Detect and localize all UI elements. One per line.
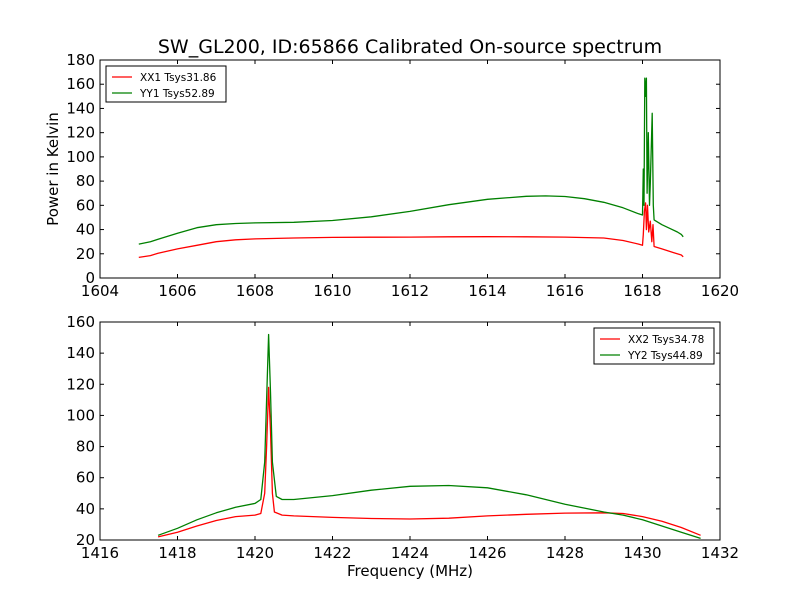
y-tick-label: 40	[76, 221, 95, 239]
y-tick-label: 80	[76, 438, 95, 456]
y-tick-label: 100	[66, 406, 95, 424]
series-line-1	[138, 202, 684, 259]
y-tick-label: 160	[66, 313, 95, 331]
legend-box	[105, 65, 227, 103]
legend-label: YY2 Tsys44.89	[627, 350, 703, 362]
x-tick-label: 1424	[391, 544, 429, 562]
x-tick-label: 1620	[701, 282, 739, 300]
y-tick-label: 140	[66, 344, 95, 362]
legend-label: XX1 Tsys31.86	[140, 72, 217, 84]
legend-label: YY1 Tsys52.89	[139, 88, 215, 100]
x-tick-label: 1608	[236, 282, 274, 300]
y-tick-label: 160	[66, 75, 95, 93]
x-tick-label: 1420	[236, 544, 274, 562]
series-group	[138, 77, 684, 259]
y-tick-label: 20	[76, 245, 95, 263]
x-tick-label: 1606	[158, 282, 196, 300]
legend: XX2 Tsys34.78 YY2 Tsys44.89	[593, 327, 715, 365]
y-tick-label: 140	[66, 99, 95, 117]
y-tick-label: 60	[76, 469, 95, 487]
legend-box	[593, 327, 715, 365]
x-tick-label: 1610	[313, 282, 351, 300]
x-tick-label: 1614	[468, 282, 506, 300]
top-spectrum-panel: 1604 1606 1608 1610 1612 1614 1616 1618 1620 0 20 4…	[44, 51, 739, 300]
y-tick-label: 120	[66, 124, 95, 142]
x-tick-label: 1612	[391, 282, 429, 300]
y-tick-label: 80	[76, 172, 95, 190]
x-tick-label: 1422	[313, 544, 351, 562]
y-tick-label: 180	[66, 51, 95, 69]
x-tick-label: 1618	[623, 282, 661, 300]
x-tick-label: 1416	[81, 544, 119, 562]
y-tick-label: 40	[76, 500, 95, 518]
y-tick-label: 120	[66, 375, 95, 393]
x-tick-label: 1426	[468, 544, 506, 562]
legend: XX1 Tsys31.86 YY1 Tsys52.89	[105, 65, 227, 103]
x-tick-label: 1430	[623, 544, 661, 562]
y-tick-label: 0	[85, 269, 95, 287]
series-line-2	[138, 77, 684, 245]
x-tick-label: 1604	[81, 282, 119, 300]
x-tick-label: 1428	[546, 544, 584, 562]
x-tick-label: 1432	[701, 544, 739, 562]
legend-label: XX2 Tsys34.78	[628, 334, 704, 346]
bottom-spectrum-panel: 1416 1418 1420 1422 1424 1426 1428 1430 1432 20 40…	[66, 313, 739, 580]
x-tick-label: 1616	[546, 282, 584, 300]
x-tick-label: 1418	[158, 544, 196, 562]
y-tick-label: 100	[66, 148, 95, 166]
series-line-2	[157, 333, 701, 540]
y-tick-label: 20	[76, 531, 95, 549]
x-axis-label: Frequency (MHz)	[347, 562, 473, 580]
series-group	[157, 333, 701, 540]
figure-title: SW_GL200, ID:65866 Calibrated On-source …	[158, 36, 662, 58]
y-axis-label: Power in Kelvin	[44, 112, 62, 226]
y-tick-label: 60	[76, 196, 95, 214]
